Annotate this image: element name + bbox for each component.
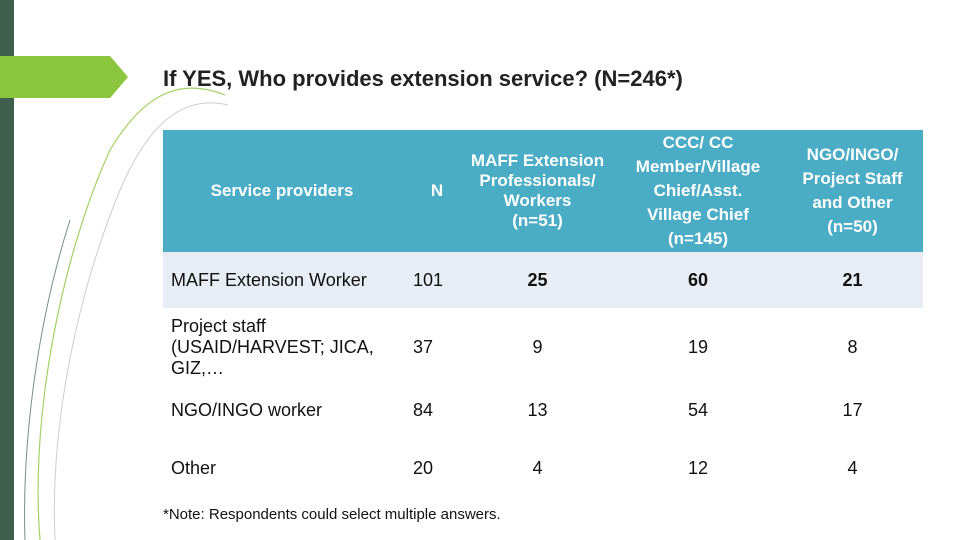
provider-cell: MAFF Extension Worker: [171, 270, 367, 290]
footnote: *Note: Respondents could select multiple…: [163, 506, 501, 523]
maff-cell: 25: [527, 270, 548, 290]
slide-title: If YES, Who provides extension service? …: [163, 66, 683, 91]
header-n: N: [430, 181, 444, 200]
ngo-cell: 8: [847, 337, 858, 357]
ccc-cell: 60: [687, 270, 709, 290]
provider-cell: NGO/INGO worker: [171, 400, 323, 420]
header-ccc-cc: CCC/ CC Member/Village Chief/Asst. Villa…: [635, 133, 761, 248]
n-cell: 101: [413, 270, 444, 290]
ccc-cell: 19: [687, 337, 709, 357]
n-cell: 20: [413, 458, 434, 478]
maff-cell: 13: [527, 400, 548, 420]
table-row: Project staff (USAID/HARVEST; JICA, GIZ,…: [163, 308, 923, 386]
ngo-cell: 4: [847, 458, 858, 478]
provider-cell: Other: [171, 458, 217, 478]
table-row: NGO/INGO worker 84 13 54 17: [163, 386, 923, 434]
ccc-cell: 54: [687, 400, 709, 420]
green-arrow-tab: [0, 56, 128, 98]
maff-cell: 4: [532, 458, 543, 478]
n-cell: 84: [413, 400, 434, 420]
provider-cell: Project staff (USAID/HARVEST; JICA, GIZ,…: [171, 315, 374, 378]
header-maff-extension: MAFF Extension Professionals/ Workers (n…: [470, 151, 605, 230]
ngo-cell: 17: [842, 400, 863, 420]
header-service-providers: Service providers: [210, 181, 354, 200]
table-row: MAFF Extension Worker 101 25 60 21: [163, 252, 923, 308]
maff-cell: 9: [532, 337, 543, 357]
decorative-curves: [24, 87, 229, 540]
table-header-row: Service providers N MAFF Extension Profe…: [163, 130, 923, 252]
header-ngo-ingo: NGO/INGO/ Project Staff and Other (n=50): [802, 145, 903, 236]
ccc-cell: 12: [687, 458, 709, 478]
ngo-cell: 21: [842, 270, 863, 290]
n-cell: 37: [413, 337, 434, 357]
left-accent-bar: [0, 0, 14, 540]
extension-service-table: Service providers N MAFF Extension Profe…: [163, 130, 923, 502]
table-row: Other 20 4 12 4: [163, 434, 923, 502]
